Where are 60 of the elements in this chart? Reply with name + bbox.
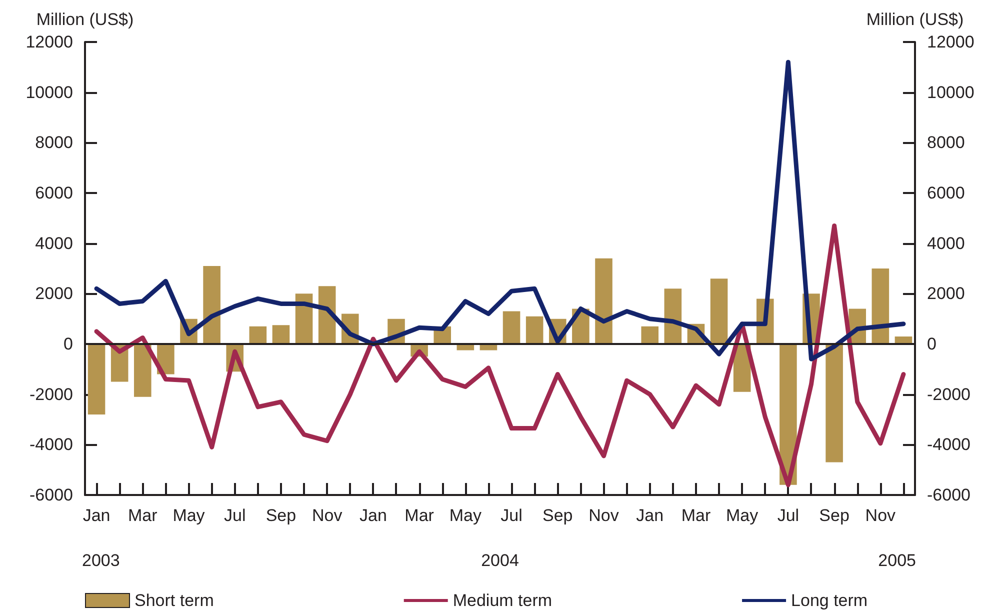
y2-tick-label: 12000 (927, 32, 974, 52)
x-tick-label: Nov (312, 506, 343, 525)
line-series (94, 60, 906, 362)
x-tick-label: Sep (542, 506, 573, 525)
x-tick-label: Jan (636, 506, 664, 525)
bar (88, 344, 106, 414)
bar (502, 311, 520, 344)
bar (526, 316, 544, 344)
y-tick-label: -2000 (30, 384, 73, 404)
y2-tick-label: 10000 (927, 82, 974, 102)
bar (710, 278, 728, 344)
x-tick-label: Mar (681, 506, 711, 525)
text: 2003 (82, 551, 120, 570)
y-tick-label: 8000 (35, 133, 73, 152)
y-axis-title: Million (US$) (36, 10, 134, 29)
y-tick-label: 2000 (35, 284, 73, 304)
y2-axis-title: Million (US$) (866, 10, 964, 29)
x-tick-label: Jul (500, 506, 522, 525)
y2-tick-label: 8000 (927, 133, 965, 152)
y2-tick-label: 6000 (927, 184, 965, 202)
y-tick-label: 4000 (35, 234, 73, 253)
bar (595, 258, 612, 344)
x-tick-label: May (726, 506, 759, 525)
x-tick-label: Nov (865, 506, 896, 525)
bar (641, 326, 659, 344)
y-tick-label: 10000 (26, 82, 73, 102)
y2-tick-label: -4000 (927, 435, 970, 454)
x-tick-label: Jul (224, 506, 246, 525)
legend-label: Medium term (452, 591, 552, 610)
bar (826, 344, 843, 462)
bar (872, 268, 890, 344)
y2-tick-label: 4000 (927, 234, 965, 253)
y-tick-label: 12000 (26, 32, 73, 52)
x-tick-label: Jan (82, 506, 110, 525)
x-tick-label: Jul (777, 506, 800, 525)
x-tick-label: Mar (404, 506, 434, 525)
bar (134, 344, 152, 397)
x-tick-label: Nov (588, 506, 620, 525)
y-tick-label: 0 (64, 334, 73, 354)
bar (249, 326, 267, 344)
y2-tick-label: 0 (927, 334, 936, 354)
text: 2004 (481, 551, 519, 570)
x-tick-label: Sep (819, 506, 850, 525)
legend-label: Long term (791, 591, 868, 610)
x-tick-label: Jan (359, 506, 387, 525)
line-series (94, 223, 906, 488)
y2-tick-label: 2000 (927, 284, 965, 304)
bar (203, 266, 220, 344)
x-tick-label: May (449, 506, 482, 525)
text: 2005 (878, 551, 916, 570)
y2-tick-label: -2000 (927, 384, 970, 404)
legend-label: Short term (134, 591, 214, 610)
y-tick-label: 6000 (35, 184, 73, 202)
y-tick-label: -4000 (30, 435, 73, 454)
x-tick-label: Mar (128, 506, 158, 525)
y2-tick-label: -6000 (927, 486, 970, 504)
bar (272, 325, 290, 344)
y-tick-label: -6000 (30, 486, 73, 504)
x-tick-label: May (172, 506, 206, 525)
x-tick-label: Sep (266, 506, 296, 525)
